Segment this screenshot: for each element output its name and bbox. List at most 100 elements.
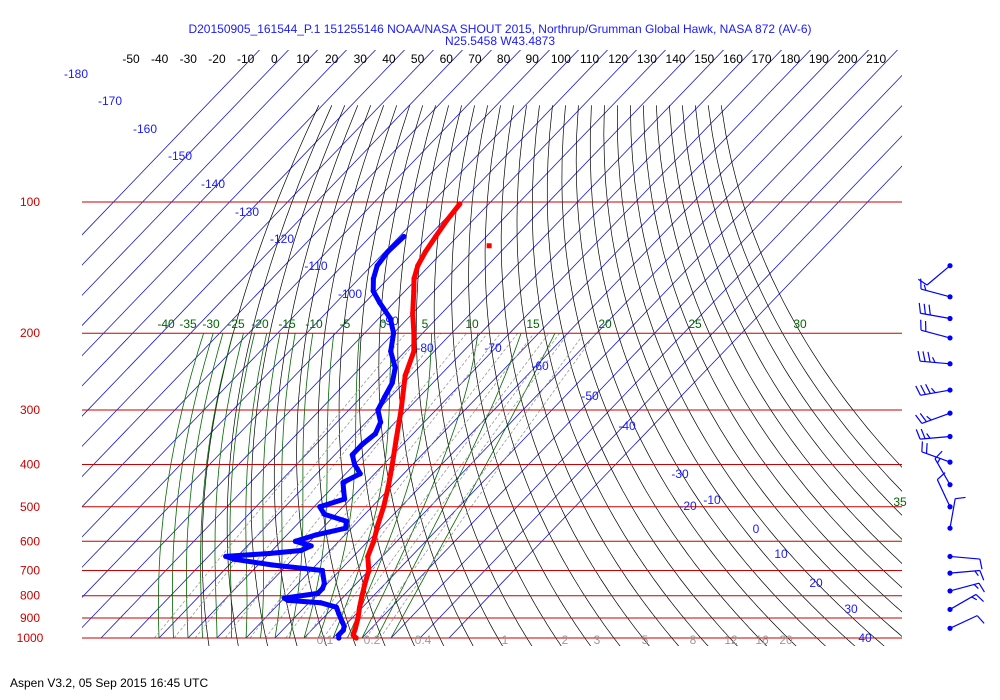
- wind-barb-feather: [920, 428, 926, 439]
- dewpoint-point: [342, 525, 349, 531]
- moist-adiabat-label: 10: [465, 317, 479, 331]
- isotherm-label: -70: [484, 341, 502, 355]
- moist-adiabat-label: 15: [526, 317, 540, 331]
- wind-barb: [920, 278, 953, 300]
- wind-barb-feather: [975, 594, 984, 603]
- dry-adiabat: [296, 105, 372, 646]
- wind-barb-feather: [919, 412, 927, 423]
- wind-barb-feather: [917, 350, 921, 362]
- dewpoint-point: [341, 623, 347, 629]
- top-axis-tick-label: 200: [837, 52, 857, 66]
- temperature-point: [411, 288, 417, 294]
- isotherm-label: -170: [98, 94, 122, 108]
- pressure-tick-label: 200: [20, 326, 40, 340]
- isotherm-label: -110: [304, 259, 327, 273]
- wind-barb: [918, 302, 953, 322]
- wind-barb-staff: [920, 329, 951, 339]
- moist-adiabat-label: 0: [380, 317, 387, 331]
- isotherm-label: -100: [338, 287, 362, 301]
- dry-adiabat: [484, 105, 621, 646]
- moist-adiabat-label: -5: [340, 317, 351, 331]
- temperature-point: [411, 276, 417, 282]
- dewpoint-point: [336, 611, 342, 617]
- temperature-point: [352, 625, 358, 631]
- temperature-point: [355, 615, 361, 621]
- dewpoint-point: [343, 518, 350, 524]
- wind-barb-feather: [978, 582, 985, 593]
- dry-adiabat: [516, 105, 680, 646]
- mixing-ratio-line: [322, 332, 550, 639]
- dry-adiabat: [226, 105, 333, 646]
- moist-adiabat: [214, 333, 244, 638]
- dry-adiabat: [720, 105, 902, 468]
- dry-adiabat: [250, 105, 346, 646]
- dry-adiabat: [603, 105, 856, 646]
- mixing-ratio-label: 12: [724, 633, 738, 647]
- dewpoint-point: [385, 249, 391, 255]
- temperature-point: [398, 407, 404, 413]
- wind-barb-feather: [915, 385, 921, 396]
- isotherm-label: -120: [270, 232, 294, 246]
- pressure-tick-label: 600: [20, 534, 40, 548]
- wind-barb-feather: [925, 383, 931, 394]
- wind-barb-feather: [936, 457, 941, 464]
- top-axis-tick-label: 30: [354, 52, 368, 66]
- wind-barb-feather: [936, 472, 946, 481]
- mixing-ratio-label: 5: [642, 633, 649, 647]
- dewpoint-point: [319, 585, 326, 592]
- pressure-tick-label: 100: [20, 195, 40, 209]
- mixing-ratio-label: 0.4: [415, 633, 432, 647]
- wind-barb-feather: [923, 303, 926, 315]
- top-axis-tick-label: 100: [551, 52, 571, 66]
- dewpoint-point: [375, 407, 381, 413]
- temperature-point: [411, 348, 417, 354]
- dry-adiabat: [273, 105, 359, 646]
- wind-barb-feather: [955, 496, 966, 500]
- wind-barb-staff: [920, 288, 951, 298]
- mixing-ratio-label: 0.1: [317, 633, 334, 647]
- dewpoint-point: [357, 471, 363, 477]
- isotherm: [82, 50, 261, 236]
- dewpoint-point: [308, 543, 314, 549]
- top-axis-tick-label: 20: [325, 52, 339, 66]
- top-axis-tick-label: 40: [382, 52, 396, 66]
- pressure-tick-label: 700: [20, 563, 40, 577]
- mixing-ratio-label: 16: [755, 633, 769, 647]
- wind-barb-feather: [920, 384, 926, 395]
- top-axis-tick-label: 0: [271, 52, 278, 66]
- chart-title: D20150905_161544_P.1 151255146 NOAA/NASA…: [188, 22, 812, 36]
- temperature-point: [410, 310, 416, 316]
- top-axis-tick-label: 60: [440, 52, 454, 66]
- wind-barb-feather: [934, 450, 943, 460]
- dry-adiabat: [378, 105, 445, 646]
- wind-barb: [947, 496, 966, 531]
- moist-adiabat-label: 25: [688, 317, 702, 331]
- temperature-point: [380, 504, 387, 510]
- wind-barb-feather: [921, 441, 924, 452]
- dewpoint-point: [321, 580, 327, 587]
- dewpoint-point: [298, 547, 304, 554]
- dewpoint-point: [339, 619, 345, 625]
- dewpoint-point: [388, 348, 394, 354]
- top-axis-tick-label: 70: [468, 52, 482, 66]
- isotherm-label: -140: [201, 177, 225, 191]
- top-axis-tick-label: 130: [637, 52, 657, 66]
- temperature-point: [393, 436, 399, 442]
- dewpoint-point: [377, 299, 383, 306]
- dry-adiabat: [561, 105, 768, 646]
- dewpoint-point: [370, 276, 376, 282]
- isotherm-label: 40: [858, 631, 872, 645]
- isotherm-label: -130: [235, 205, 259, 219]
- chart-location: N25.5458 W43.4873: [444, 34, 556, 48]
- top-axis-tick-label: -50: [122, 52, 140, 66]
- dewpoint-point: [374, 263, 380, 269]
- wind-barb-station: [947, 570, 953, 576]
- top-axis-tick-label: 80: [497, 52, 511, 66]
- top-axis-tick-label: 160: [723, 52, 743, 66]
- temperature-point: [362, 580, 368, 587]
- temperature-point: [365, 553, 371, 560]
- dewpoint-point: [359, 441, 365, 448]
- temperature-point: [433, 233, 439, 240]
- dewpoint-point: [313, 532, 319, 538]
